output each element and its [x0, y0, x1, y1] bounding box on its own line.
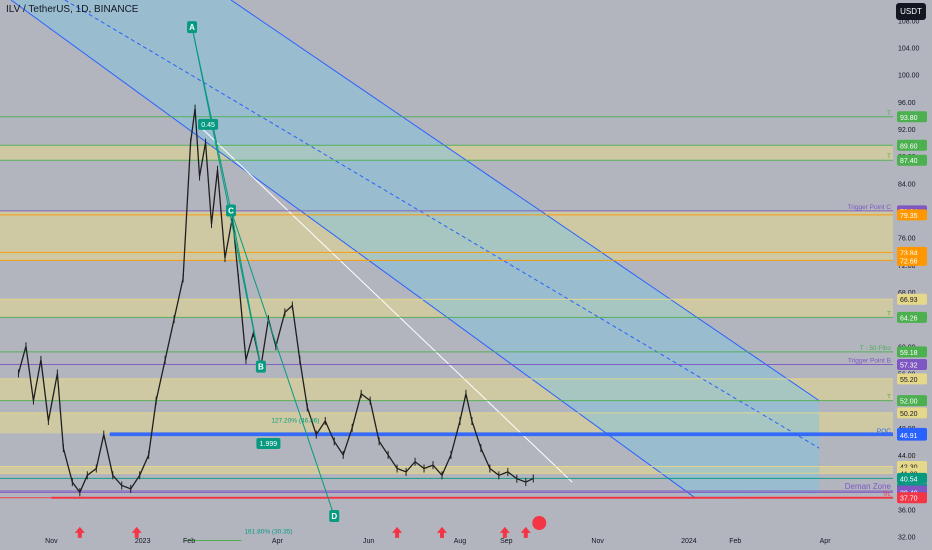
price-tick-label: 76.00	[898, 236, 916, 243]
price-level-tag	[897, 492, 927, 504]
up-arrow-icon	[520, 526, 531, 538]
price-level-tag	[897, 111, 927, 123]
level-note: SL	[883, 491, 891, 498]
wave-line	[230, 210, 262, 367]
price-tick-label: 72.00	[898, 263, 916, 270]
date-tick-label: Nov	[45, 538, 58, 545]
date-tick-label: 2023	[135, 538, 151, 545]
price-level-tag	[897, 293, 927, 305]
channel-upper-line	[230, 0, 820, 402]
price-level-tag	[897, 139, 927, 151]
wave-line	[191, 27, 232, 211]
wave-line	[230, 210, 335, 517]
price-level-label: 37.70	[900, 496, 918, 503]
channel-lower-line	[10, 0, 696, 499]
price-level-label: 59.18	[900, 350, 918, 357]
up-arrow-icon	[392, 526, 403, 538]
date-tick-label: Jun	[363, 538, 374, 545]
price-level-label: 93.80	[900, 115, 918, 122]
date-tick-label: Feb	[729, 538, 741, 545]
wave-point-marker[interactable]	[329, 510, 340, 523]
fib-label: 161.80% (30.35)	[244, 529, 292, 536]
up-arrow-icon	[74, 526, 85, 538]
demand-zone-label: Deman Zone	[845, 482, 892, 491]
price-level-label: 73.84	[900, 250, 918, 257]
date-tick-label: 2024	[681, 538, 697, 545]
price-tick-label: 96.00	[898, 100, 916, 107]
price-level-label: 57.32	[900, 362, 918, 369]
wave-point-marker[interactable]	[225, 204, 236, 217]
price-level-tag	[897, 407, 927, 419]
symbol-title: ILV / TetherUS, 1D, BINANCE	[6, 4, 139, 15]
level-note: Trigger Point B	[848, 357, 891, 364]
price-level-tag	[897, 254, 927, 266]
price-level-label: 79.35	[900, 213, 918, 220]
price-tick-label: 100.00	[898, 73, 920, 80]
supply-demand-zone	[0, 466, 893, 474]
date-tick-label: Aug	[454, 538, 467, 545]
price-level-label: 87.40	[900, 158, 918, 165]
price-level-tag	[897, 209, 927, 221]
up-arrow-icon	[131, 526, 142, 538]
price-level-tag	[897, 358, 927, 370]
wave-point-marker[interactable]	[255, 360, 266, 373]
price-tick-label: 104.00	[898, 46, 920, 53]
level-note: T	[887, 153, 891, 160]
price-level-label: 89.60	[900, 143, 918, 150]
event-flag-icon[interactable]	[532, 516, 547, 530]
price-tick-label: 84.00	[898, 181, 916, 188]
price-level-tag	[897, 346, 927, 358]
wave-point-label: D	[331, 512, 337, 521]
date-tick-label: Nov	[591, 538, 604, 545]
up-arrow-icon	[436, 526, 447, 538]
price-tick-label: 36.00	[898, 507, 916, 514]
ratio-box	[198, 118, 219, 130]
price-tick-label: 32.00	[898, 534, 916, 541]
price-tick-label: 108.00	[898, 18, 920, 25]
price-level-tag	[897, 311, 927, 323]
price-level-label: 40.54	[900, 476, 918, 483]
level-note: POC	[877, 428, 891, 435]
price-axis	[895, 0, 932, 550]
price-level-label: 52.00	[900, 399, 918, 406]
price-level-label: 46.91	[900, 433, 918, 440]
wave-point-label: C	[228, 206, 234, 215]
ratio-box	[256, 437, 281, 449]
channel-midline	[64, 0, 820, 449]
date-tick-label: Apr	[272, 538, 284, 545]
level-note: Trigger Point C	[848, 204, 892, 211]
trendline	[202, 128, 573, 483]
level-note: T	[887, 310, 891, 317]
ratio-label: 0.45	[201, 122, 215, 129]
price-level-tag	[897, 373, 927, 385]
price-level-tag	[897, 429, 927, 441]
date-tick-label: Feb	[183, 538, 195, 545]
up-arrow-icon	[499, 526, 510, 538]
price-level-tag	[897, 472, 927, 484]
price-tick-label: 44.00	[898, 453, 916, 460]
wave-point-marker[interactable]	[187, 21, 198, 34]
date-tick-label: Sep	[500, 538, 513, 545]
price-level-tag	[897, 395, 927, 407]
wave-point-label: B	[258, 363, 264, 372]
level-note: T	[887, 110, 891, 117]
fib-label: 127.20% (46.86)	[271, 417, 319, 424]
price-tick-label: 92.00	[898, 127, 916, 134]
level-note: T	[887, 394, 891, 401]
price-level-label: 72.66	[900, 258, 918, 265]
ratio-label: 1.999	[260, 441, 278, 448]
price-level-label: 55.20	[900, 377, 918, 384]
price-level-label: 66.93	[900, 297, 918, 304]
price-level-tag	[897, 154, 927, 166]
currency-button[interactable]: USDT	[896, 3, 926, 20]
wave-line	[191, 27, 262, 367]
price-tick-label: 68.00	[898, 290, 916, 297]
level-note: T - 50 Fibo	[860, 345, 892, 352]
wave-point-label: A	[189, 23, 195, 32]
date-tick-label: Apr	[820, 538, 832, 545]
price-level-label: 50.20	[900, 411, 918, 418]
price-level-label: 64.26	[900, 315, 918, 322]
